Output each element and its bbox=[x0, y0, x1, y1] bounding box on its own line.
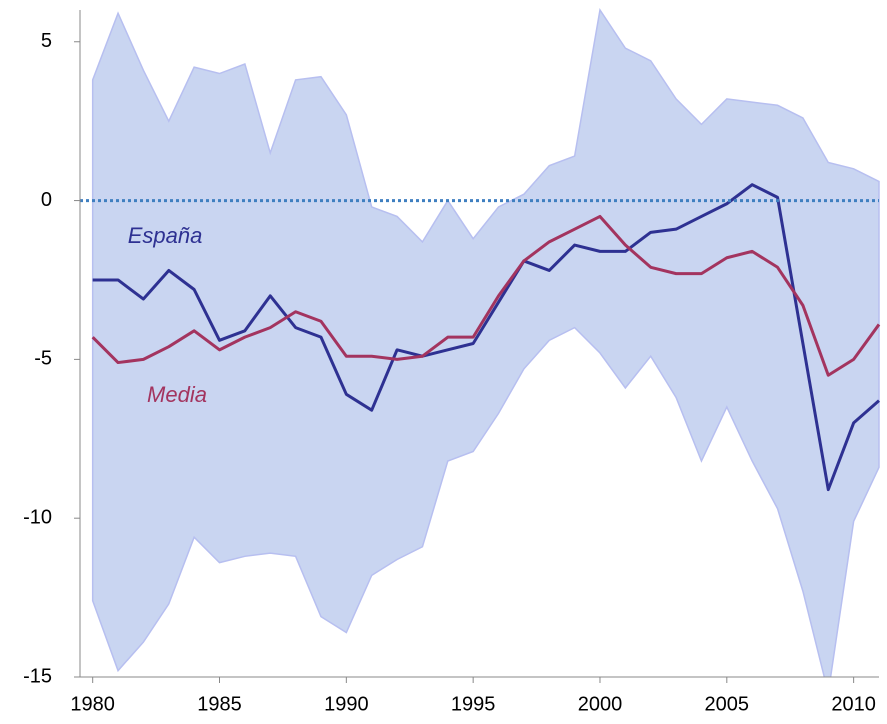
range-band bbox=[91, 8, 880, 677]
plot-area bbox=[91, 8, 881, 677]
x-tick-label: 1985 bbox=[197, 693, 242, 715]
series-label: España bbox=[128, 223, 203, 248]
x-tick-label: 1990 bbox=[324, 693, 369, 715]
y-tick-label: -5 bbox=[34, 348, 52, 370]
x-tick-label: 2005 bbox=[705, 693, 750, 715]
series-label: Media bbox=[147, 382, 207, 407]
y-tick-label: -10 bbox=[23, 506, 52, 528]
x-tick-label: 2000 bbox=[578, 693, 623, 715]
series-line bbox=[92, 183, 880, 492]
y-tick-label: 5 bbox=[41, 30, 52, 52]
x-tick-label: 1980 bbox=[70, 693, 115, 715]
series-line bbox=[91, 214, 881, 377]
x-tick-label: 2010 bbox=[831, 693, 876, 715]
y-tick-label: 0 bbox=[41, 189, 52, 211]
x-tick-label: 1995 bbox=[451, 693, 496, 715]
y-tick-label: -15 bbox=[23, 665, 52, 687]
